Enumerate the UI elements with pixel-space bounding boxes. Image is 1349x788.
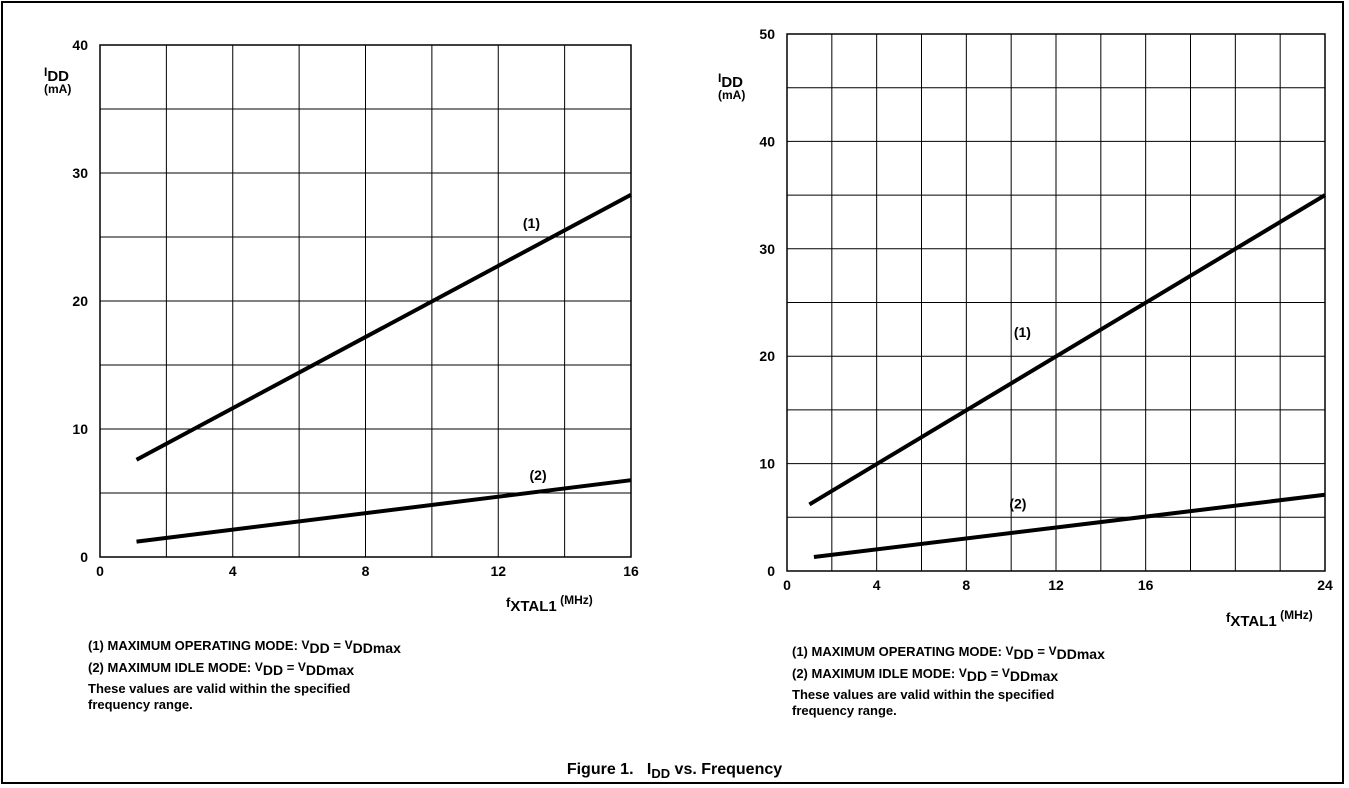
left-note-1: (1) MAXIMUM OPERATING MODE: VDD = VDDmax bbox=[88, 638, 401, 656]
right-y-tick-label: 0 bbox=[767, 563, 775, 579]
right-x-tick-label: 24 bbox=[1317, 577, 1333, 593]
right-note-2: (2) MAXIMUM IDLE MODE: VDD = VDDmax bbox=[792, 666, 1059, 684]
right-note-3: These values are valid within the specif… bbox=[792, 687, 1055, 702]
left-series-2-label: (2) bbox=[530, 467, 547, 483]
right-y-tick-label: 10 bbox=[759, 456, 775, 472]
right-y-axis-unit: (mA) bbox=[718, 88, 745, 102]
left-y-axis-unit: (mA) bbox=[44, 82, 71, 96]
left-plot-frame bbox=[99, 44, 632, 558]
left-y-tick-label: 30 bbox=[72, 165, 88, 181]
left-x-tick-label: 4 bbox=[229, 563, 237, 579]
left-y-tick-label: 10 bbox=[72, 421, 88, 437]
caption-rest: vs. Frequency bbox=[674, 761, 783, 778]
right-series-1-label: (1) bbox=[1014, 324, 1031, 340]
right-x-tick-label: 12 bbox=[1048, 577, 1064, 593]
caption-sub: DD bbox=[651, 766, 671, 781]
left-x-tick-label: 0 bbox=[96, 563, 104, 579]
right-y-tick-label: 20 bbox=[759, 348, 775, 364]
right-y-tick-label: 30 bbox=[759, 241, 775, 257]
right-x-tick-label: 8 bbox=[962, 577, 970, 593]
left-note-4: frequency range. bbox=[88, 697, 193, 712]
left-series-1-line bbox=[135, 192, 632, 462]
left-y-tick-label: 20 bbox=[72, 293, 88, 309]
left-y-tick-label: 0 bbox=[80, 549, 88, 565]
figure-caption: Figure 1. IDD vs. Frequency bbox=[0, 761, 1349, 781]
left-x-tick-label: 8 bbox=[362, 563, 370, 579]
left-series-1-label: (1) bbox=[523, 215, 540, 231]
right-x-tick-label: 16 bbox=[1138, 577, 1154, 593]
left-notes: (1) MAXIMUM OPERATING MODE: VDD = VDDmax… bbox=[88, 638, 401, 713]
left-x-tick-label: 16 bbox=[623, 563, 639, 579]
left-note-2: (2) MAXIMUM IDLE MODE: VDD = VDDmax bbox=[88, 660, 355, 678]
caption-i: I bbox=[646, 761, 652, 778]
right-series-1-line bbox=[808, 193, 1327, 507]
left-note-3: These values are valid within the specif… bbox=[88, 681, 351, 696]
right-note-1: (1) MAXIMUM OPERATING MODE: VDD = VDDmax bbox=[792, 644, 1105, 662]
right-notes: (1) MAXIMUM OPERATING MODE: VDD = VDDmax… bbox=[792, 644, 1105, 719]
right-series-2-line bbox=[813, 492, 1326, 560]
left-x-tick-label: 12 bbox=[490, 563, 506, 579]
right-y-tick-label: 50 bbox=[759, 26, 775, 42]
right-note-4: frequency range. bbox=[792, 703, 897, 718]
right-series-2-label: (2) bbox=[1009, 496, 1026, 512]
left-y-tick-label: 40 bbox=[72, 37, 88, 53]
caption-label: Figure 1. bbox=[566, 761, 634, 778]
right-plot-frame bbox=[786, 33, 1326, 572]
left-x-axis-label: fXTAL1 (MHz) bbox=[506, 593, 593, 615]
right-y-tick-label: 40 bbox=[759, 133, 775, 149]
right-y-axis-label: IDD bbox=[718, 71, 743, 91]
right-x-tick-label: 0 bbox=[783, 577, 791, 593]
left-series-2-line bbox=[136, 478, 632, 544]
left-y-axis-label: IDD bbox=[44, 65, 69, 85]
right-x-axis-label: fXTAL1 (MHz) bbox=[1226, 608, 1313, 630]
right-x-tick-label: 4 bbox=[873, 577, 881, 593]
